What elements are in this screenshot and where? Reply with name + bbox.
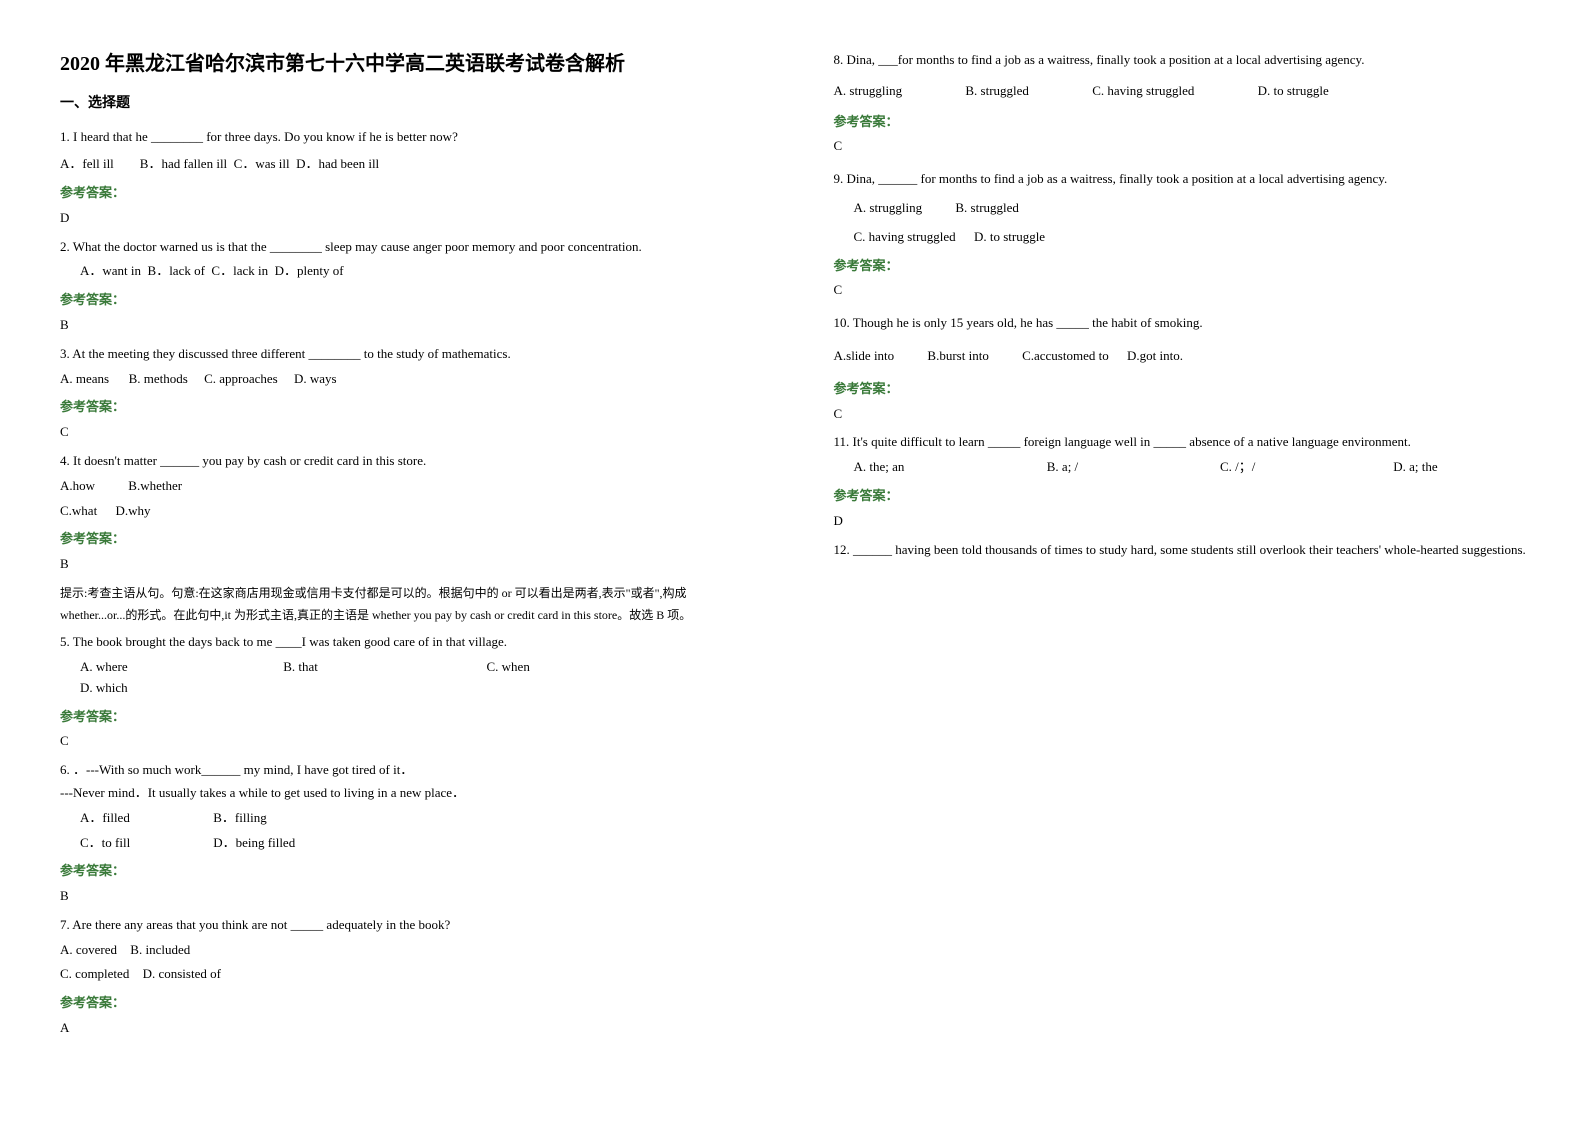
- q10-optB: B.burst into: [927, 346, 988, 367]
- q8-optB: B. struggled: [965, 81, 1029, 102]
- exam-title: 2020 年黑龙江省哈尔滨市第七十六中学高二英语联考试卷含解析: [60, 50, 754, 78]
- q6-options-ab: A．filled B．filling: [80, 808, 754, 829]
- question-10: 10. Though he is only 15 years old, he h…: [834, 313, 1528, 424]
- q11-optD: D. a; the: [1393, 457, 1437, 478]
- q9-optA: A. struggling: [854, 198, 923, 219]
- question-4: 4. It doesn't matter ______ you pay by c…: [60, 451, 754, 626]
- q11-text: 11. It's quite difficult to learn _____ …: [834, 432, 1528, 453]
- q7-optC: C. completed: [60, 964, 129, 985]
- section-header: 一、选择题: [60, 93, 754, 115]
- q9-text: 9. Dina, ______ for months to find a job…: [854, 169, 1528, 190]
- q5-options: A. where B. that C. when D. which: [80, 657, 754, 699]
- q9-optC: C. having struggled: [854, 227, 956, 248]
- q2-answer: B: [60, 315, 754, 336]
- q4-optA: A.how: [60, 476, 95, 497]
- q8-options: A. struggling B. struggled C. having str…: [834, 81, 1528, 102]
- q7-answer-label: 参考答案：: [60, 993, 754, 1014]
- q6-text2: ---Never mind．It usually takes a while t…: [60, 783, 754, 804]
- q7-optB: B. included: [130, 940, 190, 961]
- q9-optD: D. to struggle: [974, 227, 1045, 248]
- q5-optB: B. that: [283, 657, 453, 678]
- q12-text: 12. ______ having been told thousands of…: [834, 540, 1528, 561]
- q6-answer-label: 参考答案：: [60, 861, 754, 882]
- q2-answer-label: 参考答案：: [60, 290, 754, 311]
- q4-optB: B.whether: [128, 476, 182, 497]
- q7-text: 7. Are there any areas that you think ar…: [60, 915, 754, 936]
- question-7: 7. Are there any areas that you think ar…: [60, 915, 754, 1039]
- q10-optD: D.got into.: [1127, 346, 1183, 367]
- q5-text: 5. The book brought the days back to me …: [60, 632, 754, 653]
- q4-answer-label: 参考答案：: [60, 529, 754, 550]
- question-3: 3. At the meeting they discussed three d…: [60, 344, 754, 443]
- q6-text: 6. ．---With so much work______ my mind, …: [60, 760, 754, 781]
- q1-text: 1. I heard that he ________ for three da…: [60, 127, 754, 148]
- q10-answer: C: [834, 404, 1528, 425]
- q2-options: A．want in B．lack of C．lack in D．plenty o…: [80, 261, 754, 282]
- q7-answer: A: [60, 1018, 754, 1039]
- q3-options: A. means B. methods C. approaches D. way…: [60, 369, 754, 390]
- question-11: 11. It's quite difficult to learn _____ …: [834, 432, 1528, 531]
- q3-answer: C: [60, 422, 754, 443]
- question-5: 5. The book brought the days back to me …: [60, 632, 754, 752]
- q10-options: A.slide into B.burst into C.accustomed t…: [834, 346, 1528, 367]
- q4-text: 4. It doesn't matter ______ you pay by c…: [60, 451, 754, 472]
- q10-text: 10. Though he is only 15 years old, he h…: [834, 313, 1528, 334]
- q7-options-ab: A. covered B. included: [60, 940, 754, 961]
- q4-explanation: 提示:考查主语从句。句意:在这家商店用现金或信用卡支付都是可以的。根据句中的 o…: [60, 583, 754, 626]
- q9-optB: B. struggled: [955, 198, 1019, 219]
- q8-optC: C. having struggled: [1092, 81, 1194, 102]
- q7-options-cd: C. completed D. consisted of: [60, 964, 754, 985]
- question-8: 8. Dina, ___for months to find a job as …: [834, 50, 1528, 157]
- q7-optD: D. consisted of: [143, 964, 221, 985]
- question-6: 6. ．---With so much work______ my mind, …: [60, 760, 754, 853]
- question-1: 1. I heard that he ________ for three da…: [60, 127, 754, 228]
- q4-options-ab: A.how B.whether: [60, 476, 754, 497]
- q8-answer: C: [834, 136, 1528, 157]
- q4-answer: B: [60, 554, 754, 575]
- q10-answer-label: 参考答案：: [834, 379, 1528, 400]
- q6-answer: B: [60, 886, 754, 907]
- q9-options-ab: A. struggling B. struggled: [854, 198, 1528, 219]
- q9-answer-label: 参考答案：: [834, 256, 1528, 277]
- q4-optD: D.why: [115, 501, 150, 522]
- q8-optA: A. struggling: [834, 81, 903, 102]
- q5-answer: C: [60, 731, 754, 752]
- q5-answer-label: 参考答案：: [60, 707, 754, 728]
- q6-optC: C．to fill: [80, 833, 180, 854]
- question-12: 12. ______ having been told thousands of…: [834, 540, 1528, 561]
- question-2: 2. What the doctor warned us is that the…: [60, 237, 754, 336]
- question-9: 9. Dina, ______ for months to find a job…: [834, 169, 1528, 301]
- q4-options-cd: C.what D.why: [60, 501, 754, 522]
- q11-optA: A. the; an: [854, 457, 1014, 478]
- q3-text: 3. At the meeting they discussed three d…: [60, 344, 754, 365]
- q11-answer: D: [834, 511, 1528, 532]
- q10-optA: A.slide into: [834, 346, 895, 367]
- q7-optA: A. covered: [60, 940, 117, 961]
- q9-options-cd: C. having struggled D. to struggle: [854, 227, 1528, 248]
- q11-optB: B. a; /: [1047, 457, 1187, 478]
- q5-optC: C. when: [487, 657, 657, 678]
- q9-answer: C: [834, 280, 1528, 301]
- q2-text: 2. What the doctor warned us is that the…: [60, 237, 754, 258]
- q5-optA: A. where: [80, 657, 250, 678]
- q6-optB: B．filling: [213, 808, 266, 829]
- q1-options: A．fell ill B．had fallen ill C．was ill D．…: [60, 154, 754, 175]
- q4-optC: C.what: [60, 501, 97, 522]
- q8-optD: D. to struggle: [1258, 81, 1329, 102]
- q10-optC: C.accustomed to: [1022, 346, 1109, 367]
- q5-optD: D. which: [80, 678, 128, 699]
- question-6-answer: 参考答案： B: [60, 861, 754, 907]
- q11-options: A. the; an B. a; / C. /；/ D. a; the: [854, 457, 1528, 478]
- q6-optA: A．filled: [80, 808, 180, 829]
- q8-answer-label: 参考答案：: [834, 112, 1528, 133]
- q11-optC: C. /；/: [1220, 457, 1360, 478]
- q6-optD: D．being filled: [213, 833, 295, 854]
- q6-options-cd: C．to fill D．being filled: [80, 833, 754, 854]
- q1-answer: D: [60, 208, 754, 229]
- q3-answer-label: 参考答案：: [60, 397, 754, 418]
- q1-answer-label: 参考答案：: [60, 183, 754, 204]
- q8-text: 8. Dina, ___for months to find a job as …: [834, 50, 1528, 71]
- q11-answer-label: 参考答案：: [834, 486, 1528, 507]
